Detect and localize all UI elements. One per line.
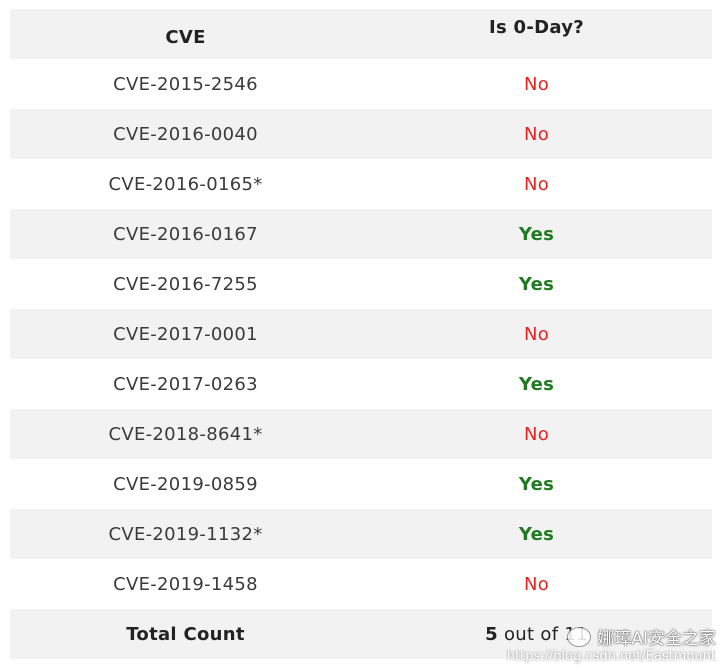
cve-id-cell: CVE-2018-8641* xyxy=(108,423,263,445)
table-row: CVE-2017-0001 No xyxy=(10,309,712,359)
table-row: CVE-2017-0263 Yes xyxy=(10,359,712,409)
table-row: CVE-2015-2546 No xyxy=(10,59,712,109)
total-count-number: 5 xyxy=(485,623,498,645)
table-row: CVE-2016-0167 Yes xyxy=(10,209,712,259)
table-row: CVE-2019-0859 Yes xyxy=(10,459,712,509)
header-zero-day: Is 0-Day? xyxy=(488,16,585,38)
cve-id-cell: CVE-2016-7255 xyxy=(113,273,258,295)
cve-id-cell: CVE-2016-0167 xyxy=(113,223,258,245)
total-label: Total Count xyxy=(126,623,245,645)
cve-id-cell: CVE-2019-0859 xyxy=(113,473,258,495)
cve-id-cell: CVE-2019-1132* xyxy=(108,523,263,545)
header-cve: CVE xyxy=(165,26,206,48)
cve-id-cell: CVE-2017-0001 xyxy=(113,323,258,345)
zero-day-cell: Yes xyxy=(518,473,555,495)
zero-day-cell: Yes xyxy=(518,223,555,245)
zero-day-cell: Yes xyxy=(518,373,555,395)
table-row: CVE-2018-8641* No xyxy=(10,409,712,459)
zero-day-cell: No xyxy=(523,323,550,345)
total-row: Total Count 5 out of 11 xyxy=(10,609,712,659)
cve-table: CVE Is 0-Day? CVE-2015-2546 No CVE-2016-00… xyxy=(10,9,712,659)
table-row: CVE-2019-1132* Yes xyxy=(10,509,712,559)
cve-id-cell: CVE-2015-2546 xyxy=(113,73,258,95)
zero-day-cell: No xyxy=(523,173,550,195)
zero-day-cell: Yes xyxy=(518,523,555,545)
table-header-row: CVE Is 0-Day? xyxy=(10,9,712,59)
zero-day-cell: No xyxy=(523,73,550,95)
zero-day-cell: No xyxy=(523,423,550,445)
zero-day-cell: No xyxy=(523,573,550,595)
cve-id-cell: CVE-2017-0263 xyxy=(113,373,258,395)
table-body: CVE-2015-2546 No CVE-2016-0040 No CVE-2016-0… xyxy=(10,59,712,609)
zero-day-cell: Yes xyxy=(518,273,555,295)
total-count-of: out of 11 xyxy=(497,623,588,645)
cve-id-cell: CVE-2019-1458 xyxy=(113,573,258,595)
cve-id-cell: CVE-2016-0040 xyxy=(113,123,258,145)
table-row: CVE-2019-1458 No xyxy=(10,559,712,609)
total-count: 5 out of 11 xyxy=(361,624,712,645)
cve-id-cell: CVE-2016-0165* xyxy=(108,173,263,195)
table-row: CVE-2016-7255 Yes xyxy=(10,259,712,309)
table-row: CVE-2016-0040 No xyxy=(10,109,712,159)
zero-day-cell: No xyxy=(523,123,550,145)
table-row: CVE-2016-0165* No xyxy=(10,159,712,209)
